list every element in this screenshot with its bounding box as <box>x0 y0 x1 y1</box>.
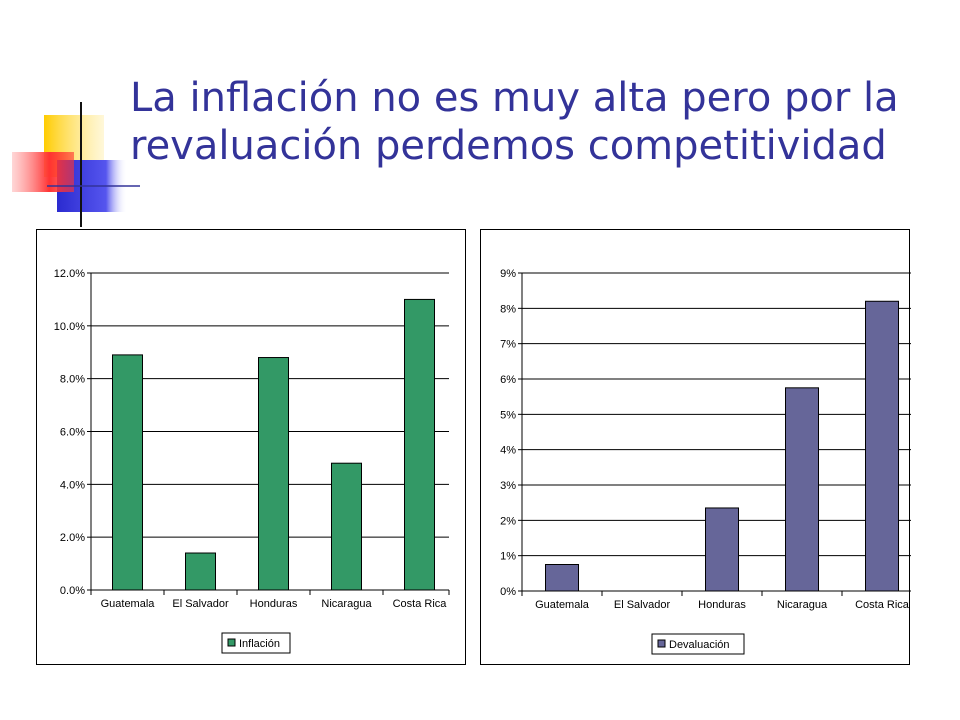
bar-el-salvador <box>185 552 216 591</box>
y-tick-label: 0.0% <box>60 585 85 597</box>
y-tick-label: 12.0% <box>54 268 85 280</box>
bar-honduras <box>258 357 289 591</box>
bar-honduras <box>705 507 739 592</box>
y-tick-label: 2.0% <box>60 532 85 544</box>
x-tick-label: Nicaragua <box>321 598 372 610</box>
y-tick-label: 1% <box>500 551 516 563</box>
inflation-chart: 0.0% 2.0% 4.0% 6.0% 8.0% 10.0% 12.0% Guatemala E… <box>54 268 450 654</box>
x-tick-label: El Salvador <box>614 599 671 611</box>
slide-decoration <box>12 102 140 227</box>
y-tick-label: 4% <box>500 445 516 457</box>
y-tick-label: 4.0% <box>60 479 85 491</box>
bar-costa-rica <box>865 300 899 592</box>
bar-guatemala <box>112 354 143 591</box>
inflation-chart-panel: 0.0% 2.0% 4.0% 6.0% 8.0% 10.0% 12.0% Guatemala E… <box>36 229 466 665</box>
x-tick-label: Honduras <box>250 598 298 610</box>
legend-swatch <box>657 639 666 648</box>
x-tick-label: Guatemala <box>535 599 590 611</box>
slide-title: La inflación no es muy alta pero por la … <box>130 74 960 170</box>
bar-nicaragua <box>785 387 819 592</box>
y-tick-label: 8% <box>500 303 516 315</box>
legend-label: Devaluación <box>669 639 730 651</box>
devaluation-chart: 0% 1% 2% 3% 4% 5% 6% 7% 8% 9% Guatemala El Salvador… <box>500 268 911 655</box>
legend-label: Inflación <box>239 638 280 650</box>
y-tick-label: 6% <box>500 374 516 386</box>
slide-title-line-1: La inflación no es muy alta pero por la <box>130 75 899 121</box>
y-tick-label: 6.0% <box>60 427 85 439</box>
x-tick-label: Nicaragua <box>777 599 828 611</box>
y-tick-label: 5% <box>500 409 516 421</box>
bar-guatemala <box>545 564 579 592</box>
legend-swatch <box>227 638 236 647</box>
y-tick-label: 10.0% <box>54 321 85 333</box>
y-tick-label: 9% <box>500 268 516 280</box>
devaluation-chart-panel: 0% 1% 2% 3% 4% 5% 6% 7% 8% 9% Guatemala El Salvador… <box>480 229 911 665</box>
x-tick-label: Costa Rica <box>393 598 448 610</box>
y-tick-label: 8.0% <box>60 374 85 386</box>
y-tick-label: 2% <box>500 515 516 527</box>
legend-box <box>221 632 291 654</box>
slide-title-line-2: revaluación perdemos competitividad <box>130 123 887 169</box>
legend-box <box>651 633 745 655</box>
y-tick-label: 3% <box>500 480 516 492</box>
x-tick-label: Honduras <box>698 599 746 611</box>
x-tick-label: Costa Rica <box>855 599 910 611</box>
y-tick-label: 7% <box>500 339 516 351</box>
x-tick-label: Guatemala <box>101 598 156 610</box>
x-tick-label: El Salvador <box>172 598 229 610</box>
y-tick-label: 0% <box>500 586 516 598</box>
bar-costa-rica <box>404 298 435 591</box>
bar-nicaragua <box>331 462 362 591</box>
